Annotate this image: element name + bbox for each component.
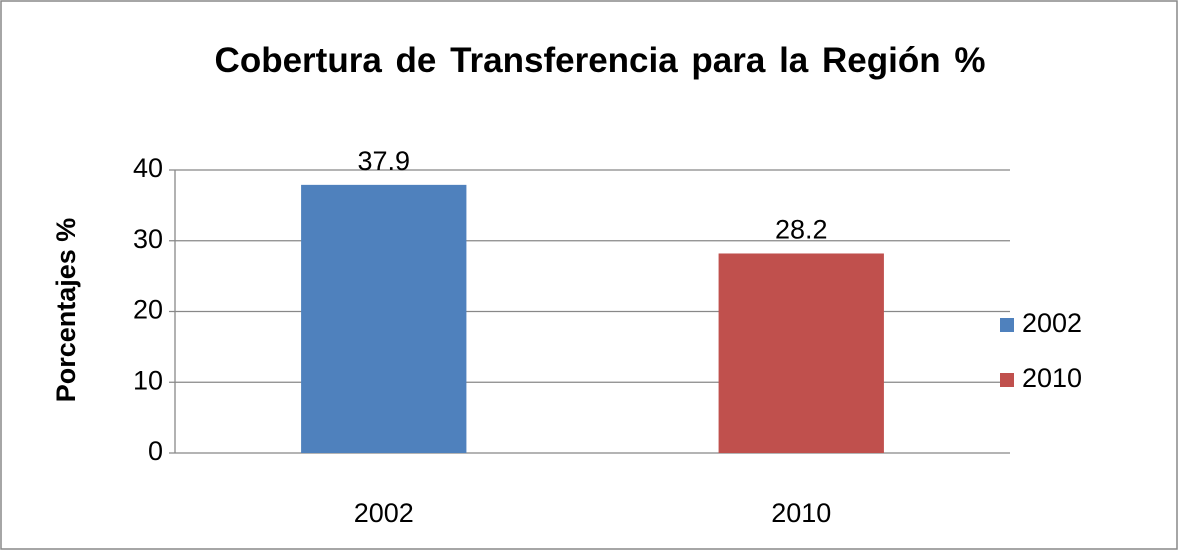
bar [718,253,884,453]
legend-label: 2010 [1022,363,1082,393]
y-tick-label: 20 [133,295,163,325]
y-tick-label: 10 [133,365,163,395]
x-tick-label: 2010 [771,498,831,528]
y-tick-label: 40 [133,153,163,183]
y-tick-label: 0 [148,436,163,466]
x-tick-label: 2002 [354,498,414,528]
data-label: 37.9 [357,146,410,176]
y-axis-label: Porcentajes % [51,218,81,403]
legend-swatch [1000,373,1014,387]
legend-swatch [1000,318,1014,332]
data-label: 28.2 [775,215,828,245]
legend-label: 2002 [1022,308,1082,338]
y-tick-label: 30 [133,224,163,254]
chart-title: Cobertura de Transferencia para la Regió… [214,41,986,80]
bar [301,184,467,454]
